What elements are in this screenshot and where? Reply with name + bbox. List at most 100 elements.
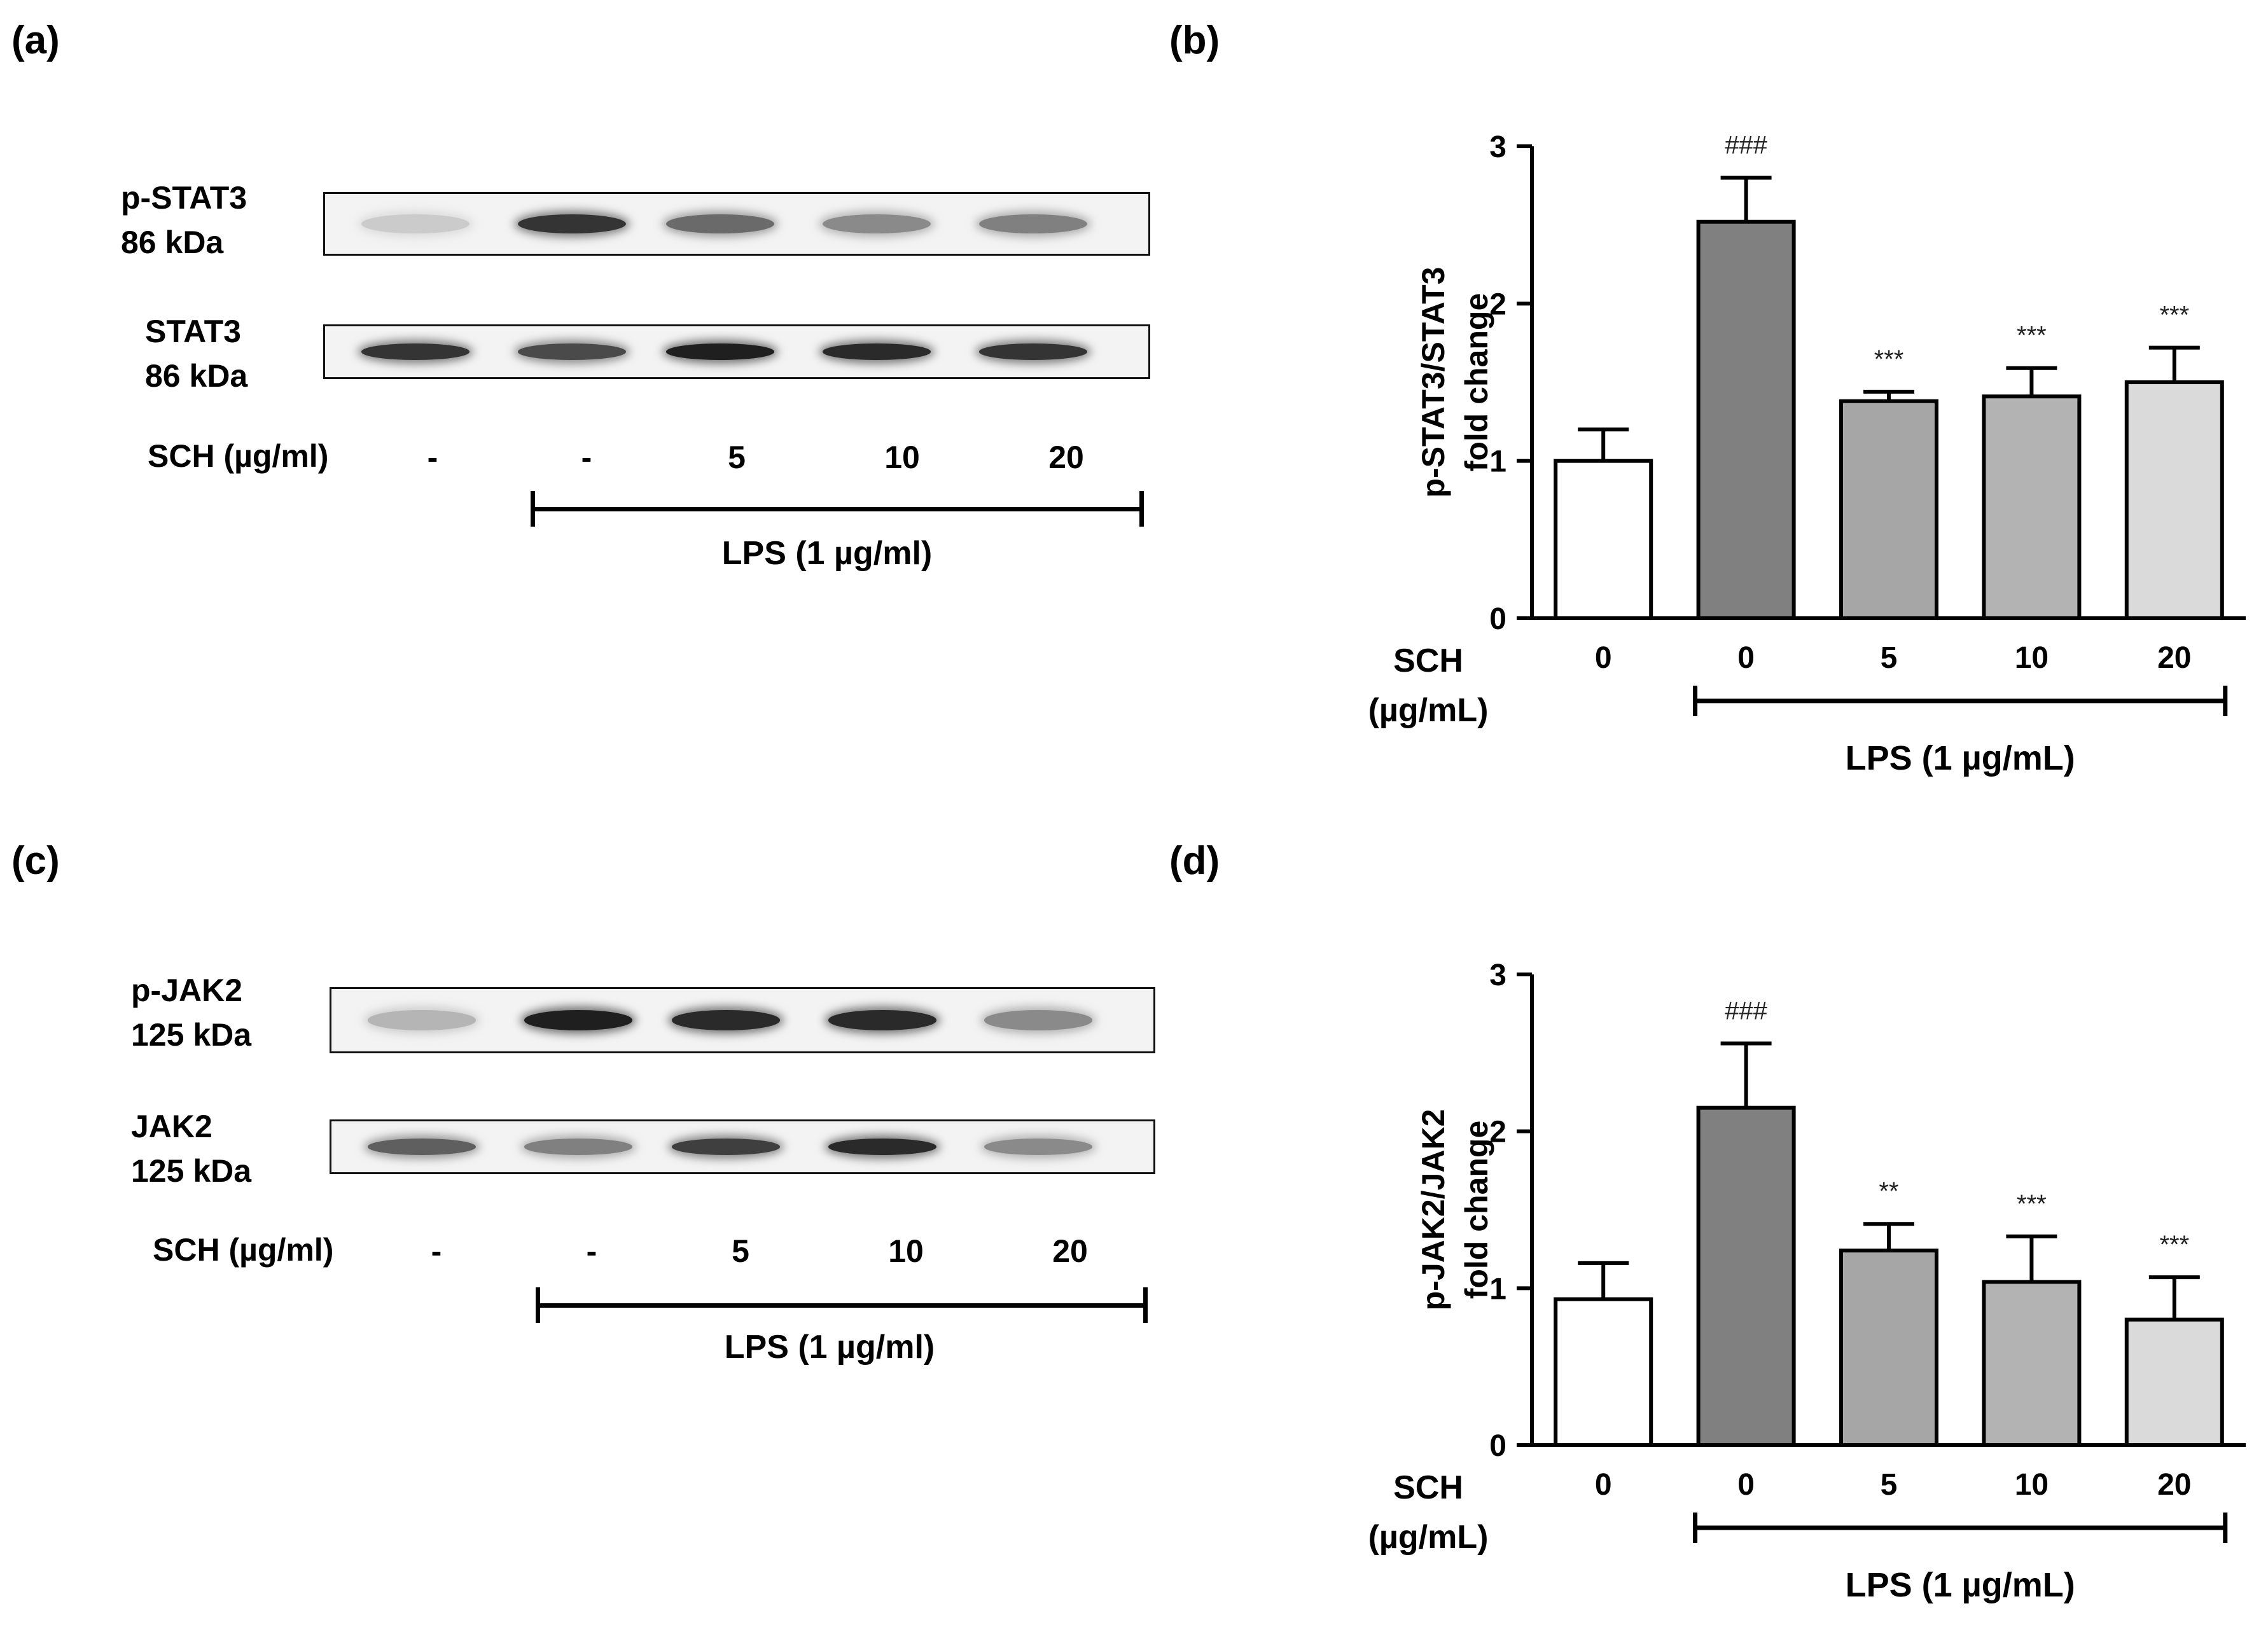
blot-band [672, 1010, 781, 1030]
x-tick-label: 0 [1737, 641, 1755, 675]
lane-label-c-3: 5 [732, 1233, 749, 1269]
x-tick-label: 0 [1737, 1468, 1755, 1502]
x-row-label-line2: (µg/mL) [1368, 692, 1489, 729]
lps-bracket-right-a [1139, 491, 1144, 527]
row-label-jak2-name: JAK2 [131, 1109, 212, 1144]
blot-band [524, 1010, 632, 1030]
lane-label-c-4: 10 [888, 1233, 924, 1269]
lane-label-a-5: 20 [1048, 440, 1084, 475]
x-row-label-line1: SCH [1393, 1469, 1463, 1506]
blot-band [524, 1139, 632, 1155]
x-tick-label: 0 [1595, 1468, 1612, 1502]
blot-band [828, 1010, 936, 1030]
row-label-pstat3-name: p-STAT3 [121, 180, 247, 216]
blot-band [518, 343, 627, 360]
panel-letter-a: (a) [11, 18, 60, 62]
y-tick-label: 2 [1489, 1116, 1506, 1149]
lane-label-c-5: 20 [1052, 1233, 1088, 1269]
bar [2124, 380, 2224, 620]
blot-band [666, 343, 775, 360]
blot-band [978, 343, 1087, 360]
y-tick-label: 1 [1489, 1272, 1506, 1306]
row-label-stat3: STAT3 86 kDa [145, 309, 247, 398]
significance-label: ### [1725, 131, 1767, 159]
panel-letter-d: (d) [1169, 839, 1220, 883]
blot-band [822, 343, 931, 360]
y-tick-label: 3 [1489, 959, 1506, 992]
blot-band [368, 1010, 477, 1030]
x-row-label-line1: SCH [1393, 642, 1463, 679]
y-tick-label: 1 [1489, 445, 1506, 479]
y-tick-label: 2 [1489, 287, 1506, 321]
bar [1839, 1249, 1938, 1447]
significance-label: ### [1725, 997, 1767, 1025]
x-tick-label: 20 [2157, 641, 2191, 675]
blot-strip-jak2 [330, 1119, 1155, 1174]
blot-band [361, 214, 470, 234]
panel-letter-b: (b) [1169, 18, 1220, 62]
row-label-pstat3-weight: 86 kDa [121, 225, 224, 260]
significance-label: *** [2017, 1190, 2047, 1218]
blot-panel-a: p-STAT3 86 kDa STAT3 86 kDa SCH (µg/ml) … [0, 0, 1158, 636]
bar [1982, 1280, 2082, 1447]
blot-band [978, 214, 1087, 234]
bar [1554, 1297, 1653, 1447]
x-tick-label: 5 [1881, 1468, 1898, 1502]
blot-band [828, 1139, 936, 1155]
lps-label: LPS (1 µg/mL) [1846, 1566, 2075, 1604]
lane-label-a-3: 5 [728, 440, 746, 475]
x-tick-label: 10 [2015, 641, 2049, 675]
y-axis-title-line2: fold change [1459, 293, 1494, 472]
lps-bracket-right-c [1143, 1287, 1148, 1323]
lps-bracket-c [536, 1303, 1148, 1308]
row-label-pjak2-name: p-JAK2 [131, 973, 243, 1008]
y-axis-title-line1: p-JAK2/JAK2 [1416, 1109, 1451, 1311]
bar [1839, 399, 1938, 620]
bar [2124, 1317, 2224, 1448]
row-label-pstat3: p-STAT3 86 kDa [121, 176, 247, 265]
lane-label-a-4: 10 [884, 440, 920, 475]
x-tick-label: 10 [2015, 1468, 2049, 1502]
sch-label-a: SCH (µg/ml) [148, 438, 329, 474]
row-label-jak2: JAK2 125 kDa [131, 1104, 251, 1193]
lane-label-a-2: - [581, 440, 592, 475]
blot-panel-c: p-JAK2 125 kDa JAK2 125 kDa SCH (µg/ml) … [131, 973, 1155, 1366]
bar [1554, 459, 1653, 621]
blot-band [672, 1139, 781, 1155]
y-tick-label: 0 [1489, 1429, 1506, 1463]
significance-label: *** [2159, 1231, 2189, 1259]
significance-label: ** [1879, 1177, 1898, 1205]
bar [1696, 219, 1796, 621]
blot-band [822, 214, 931, 234]
x-tick-label: 20 [2157, 1468, 2191, 1502]
blot-strip-stat3 [323, 324, 1150, 379]
significance-label: *** [1874, 345, 1904, 373]
y-tick-label: 3 [1489, 130, 1506, 164]
panel-letter-c: (c) [11, 839, 60, 883]
x-tick-label: 0 [1595, 641, 1612, 675]
blot-strip-pstat3 [323, 192, 1150, 256]
blot-band [518, 214, 627, 234]
lps-bracket-a [531, 507, 1144, 511]
sch-label-c: SCH (µg/ml) [153, 1232, 334, 1268]
blot-band [984, 1010, 1093, 1030]
lane-label-c-1: - [431, 1233, 442, 1269]
x-tick-label: 5 [1881, 641, 1898, 675]
lane-label-c-2: - [586, 1233, 597, 1269]
blot-band [984, 1139, 1093, 1155]
bar [1982, 394, 2082, 620]
blot-strip-pjak2 [330, 987, 1155, 1053]
y-tick-label: 0 [1489, 602, 1506, 636]
y-axis-title-line1: p-STAT3/STAT3 [1416, 267, 1451, 498]
blot-band [666, 214, 775, 234]
x-row-label-line2: (µg/mL) [1368, 1519, 1489, 1556]
lps-label: LPS (1 µg/mL) [1846, 739, 2075, 777]
y-axis-title-line2: fold change [1459, 1121, 1494, 1299]
significance-label: *** [2017, 322, 2047, 350]
row-label-stat3-name: STAT3 [145, 314, 241, 349]
row-label-stat3-weight: 86 kDa [145, 358, 248, 394]
row-label-pjak2-weight: 125 kDa [131, 1017, 252, 1053]
blot-band [361, 343, 470, 360]
